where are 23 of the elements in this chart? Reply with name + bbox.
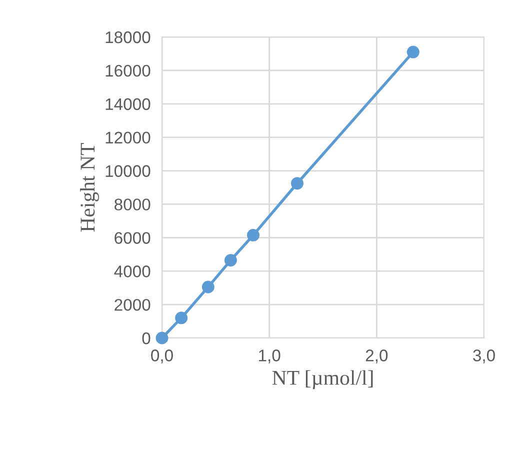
y-tick-label: 6000 bbox=[114, 232, 150, 244]
y-tick-label: 12000 bbox=[106, 132, 150, 144]
y-tick-label: 2000 bbox=[114, 298, 150, 311]
x-tick-label: 0,0 bbox=[151, 350, 173, 364]
y-tick-label: 18000 bbox=[106, 31, 150, 44]
point bbox=[202, 280, 214, 294]
y-tick-label: 0 bbox=[142, 332, 150, 344]
x-tick-label: 1,0 bbox=[259, 350, 280, 364]
x-axis-title: NT [µmol/l] bbox=[272, 370, 373, 390]
point bbox=[175, 312, 188, 324]
y-tick-label: 16000 bbox=[106, 64, 150, 77]
y-tick-label: 8000 bbox=[114, 198, 150, 210]
point bbox=[246, 228, 260, 242]
x-tick-label: 2,0 bbox=[366, 350, 388, 364]
y-tick-label: 10000 bbox=[106, 165, 150, 177]
x-tick-label: 3,0 bbox=[473, 350, 495, 364]
y-axis-title: Height NT bbox=[80, 143, 99, 232]
point bbox=[290, 177, 304, 190]
y-tick-label: 14000 bbox=[106, 98, 150, 110]
point bbox=[406, 46, 420, 58]
y-tick-label: 4000 bbox=[114, 266, 150, 278]
point bbox=[224, 254, 237, 266]
point bbox=[156, 332, 168, 344]
